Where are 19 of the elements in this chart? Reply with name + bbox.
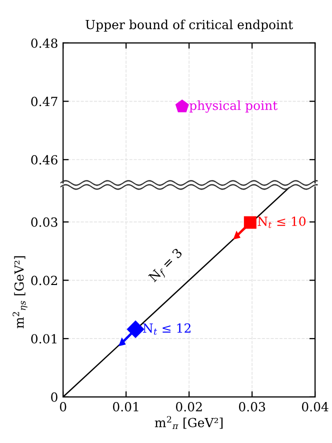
x-tick-label: 0.01: [112, 402, 138, 412]
y-tick-label: 0.01: [31, 334, 56, 344]
y-tick-label: 0.48: [31, 38, 58, 48]
x-axis-title: m$^{2}$$_{π}$ [GeV²]: [154, 416, 223, 430]
annotation: N$_{f}$ = 3: [148, 248, 186, 285]
legend-label: N$_{t}$ ≤ 12: [143, 323, 190, 335]
x-tick-label: 0.02: [176, 402, 202, 412]
y-tick-label: 0.03: [31, 217, 58, 227]
y-tick-label: 0.46: [31, 155, 58, 165]
x-tick-label: 0.03: [238, 402, 266, 412]
y-axis-title: m$^{2}$$_{ηs}$ [GeV²]: [12, 256, 28, 328]
x-tick-label: 0.04: [302, 402, 328, 412]
x-tick-label: 0: [60, 402, 66, 412]
y-tick-label: 0: [51, 392, 58, 402]
y-tick-label: 0.02: [31, 276, 57, 286]
series-label: physical point: [189, 100, 278, 113]
legend-label: N$_{t}$ ≤ 10: [258, 216, 306, 228]
chart-title: Upper bound of critical endpoint: [86, 20, 294, 32]
y-tick-label: 0.47: [31, 96, 58, 106]
